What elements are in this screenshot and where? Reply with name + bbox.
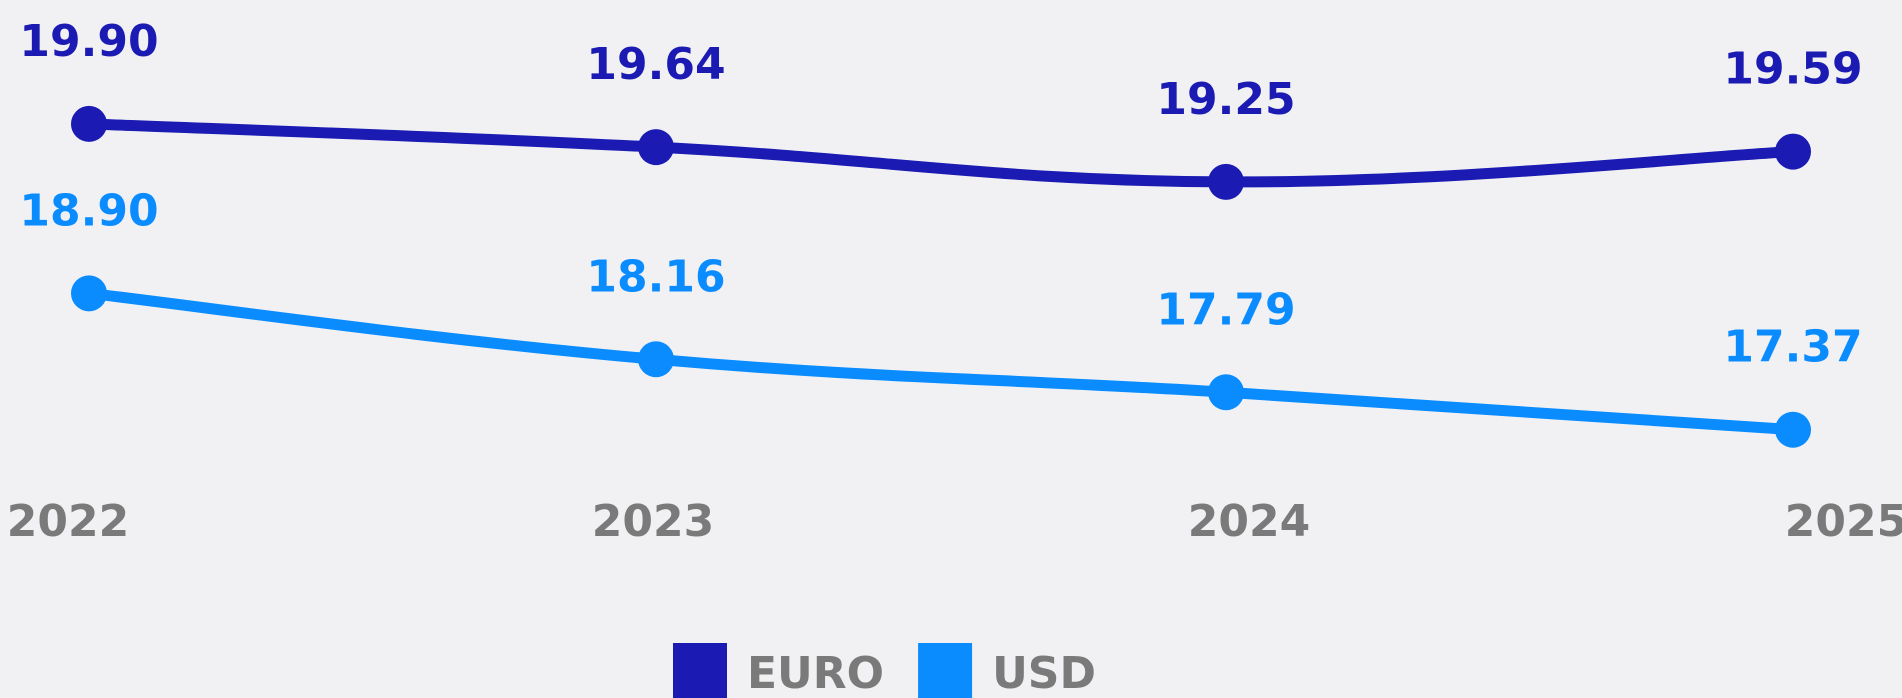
point [638, 341, 674, 378]
legend-swatch [673, 643, 727, 698]
line [88, 287, 1794, 436]
point [71, 105, 107, 142]
data-label: 19.25 [1156, 74, 1295, 125]
point [1208, 374, 1244, 411]
data-label: 19.90 [19, 16, 158, 67]
x-tick-label: 2022 [7, 496, 129, 547]
point [1775, 411, 1811, 448]
x-tick-label: 2025 [1785, 496, 1902, 547]
point [1775, 133, 1811, 170]
data-label: 19.59 [1723, 44, 1862, 95]
point [638, 129, 674, 166]
x-tick-label: 2023 [592, 496, 714, 547]
data-label: 18.16 [586, 251, 725, 302]
point [71, 275, 107, 312]
legend-swatch [918, 643, 973, 698]
point [1208, 163, 1244, 200]
data-label: 17.79 [1156, 284, 1295, 335]
x-tick-label: 2024 [1188, 496, 1310, 547]
data-label: 18.90 [19, 185, 158, 236]
data-label: 17.37 [1723, 322, 1862, 373]
legend-label: USD [992, 648, 1096, 698]
legend-label: EURO [747, 648, 884, 698]
line [88, 118, 1794, 188]
data-label: 19.64 [586, 39, 725, 90]
